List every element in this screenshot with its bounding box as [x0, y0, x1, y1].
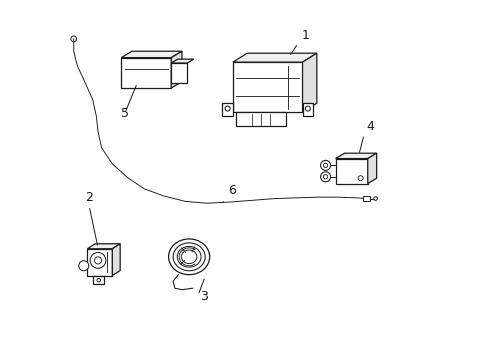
Circle shape [320, 160, 330, 170]
Circle shape [305, 106, 310, 111]
Polygon shape [232, 62, 302, 112]
Polygon shape [363, 197, 369, 201]
Circle shape [323, 175, 327, 179]
Circle shape [224, 106, 229, 111]
Polygon shape [93, 275, 104, 284]
Polygon shape [112, 244, 120, 275]
Circle shape [79, 261, 88, 271]
Polygon shape [302, 53, 316, 112]
Polygon shape [121, 58, 171, 88]
Polygon shape [87, 244, 120, 249]
Polygon shape [367, 153, 376, 184]
Polygon shape [335, 153, 376, 158]
Circle shape [323, 163, 327, 167]
Text: 6: 6 [228, 184, 236, 197]
Circle shape [357, 176, 363, 181]
Polygon shape [171, 59, 193, 63]
Polygon shape [235, 112, 285, 126]
Polygon shape [87, 249, 112, 275]
Circle shape [90, 252, 106, 268]
Polygon shape [171, 51, 182, 88]
Polygon shape [302, 103, 313, 116]
Polygon shape [121, 51, 182, 58]
Polygon shape [232, 53, 316, 62]
Text: 4: 4 [365, 120, 373, 133]
Circle shape [320, 172, 330, 182]
Circle shape [94, 257, 102, 264]
Text: 3: 3 [200, 290, 207, 303]
Polygon shape [335, 158, 367, 184]
Text: 5: 5 [121, 108, 129, 121]
Polygon shape [171, 63, 187, 83]
Text: 1: 1 [301, 29, 309, 42]
Polygon shape [222, 103, 232, 116]
Text: 2: 2 [85, 192, 93, 204]
Circle shape [97, 278, 101, 282]
